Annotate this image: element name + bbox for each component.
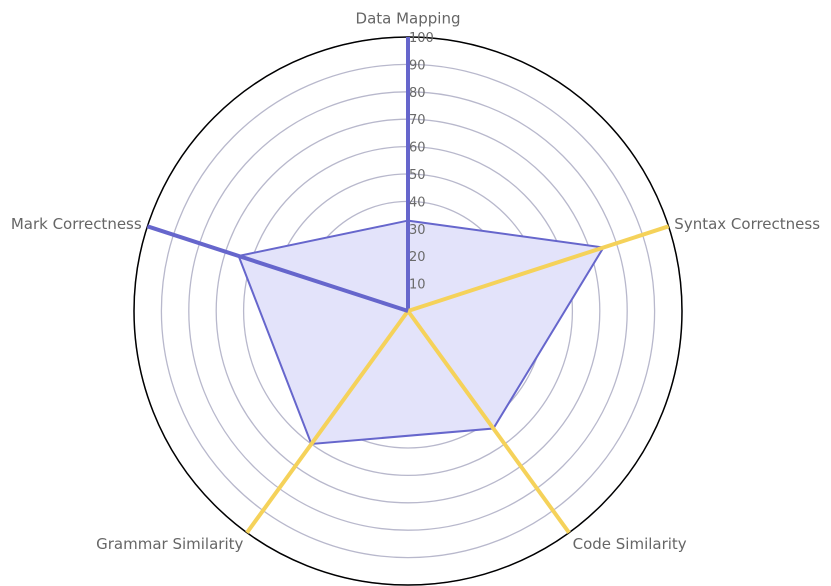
radial-tick-label: 10 xyxy=(409,278,426,293)
axis-label-4: Grammar Similarity xyxy=(96,535,243,553)
radial-tick-label: 60 xyxy=(409,141,426,156)
radial-tick-label: 80 xyxy=(409,86,426,101)
radial-tick-label: 40 xyxy=(409,195,426,210)
axis-label-3: Code Similarity xyxy=(573,535,687,553)
radial-tick-label: 50 xyxy=(409,168,426,183)
axis-label-5: Mark Correctness xyxy=(11,215,142,233)
axis-line-3 xyxy=(406,309,571,534)
axis-line-4 xyxy=(245,309,410,534)
radial-tick-label: 100 xyxy=(409,31,434,46)
axis-line-5 xyxy=(146,224,409,313)
axis-label-2: Syntax Correctness xyxy=(674,215,820,233)
radial-tick-label: 20 xyxy=(409,250,426,265)
axis-layer xyxy=(146,37,670,534)
radial-tick-label: 70 xyxy=(409,113,426,128)
radial-tick-label: 90 xyxy=(409,58,426,73)
radial-tick-label: 30 xyxy=(409,223,426,238)
axis-label-1: Data Mapping xyxy=(356,10,461,28)
text-layer: 10 20 30 40 50 60 70 80 90 100 Data Mapping Syntax … xyxy=(11,10,820,554)
axis-line-2 xyxy=(407,224,670,313)
